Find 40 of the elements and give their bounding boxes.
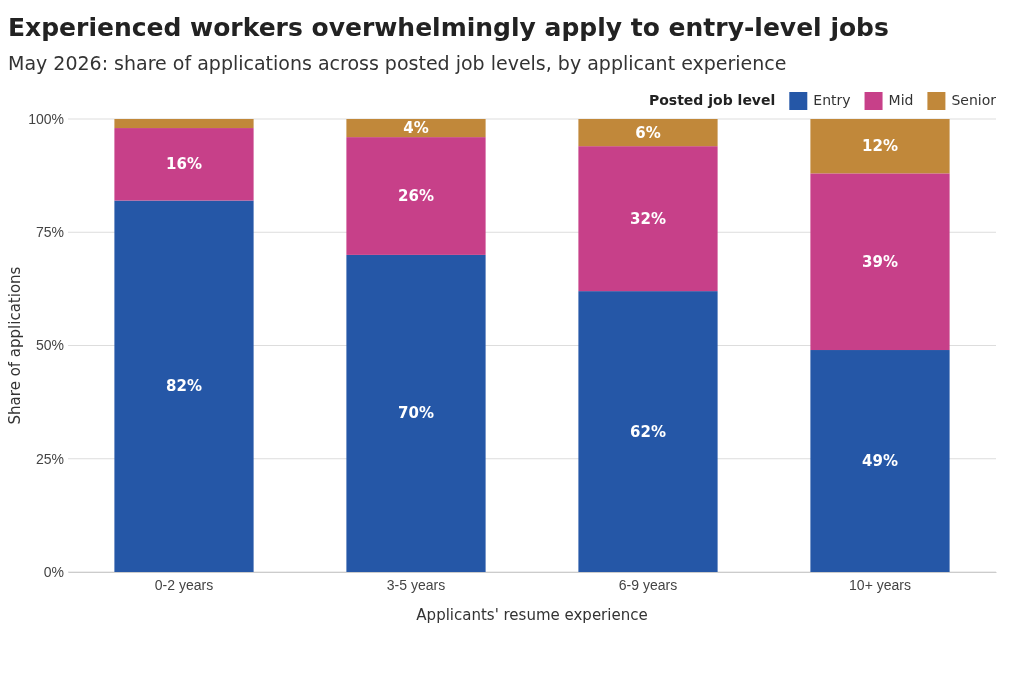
- bar: [114, 128, 254, 201]
- x-tick-label: 6-9 years: [618, 576, 678, 593]
- y-axis-title: Share of applications: [6, 266, 24, 425]
- data-label: 16%: [166, 155, 202, 174]
- bar: [346, 137, 486, 255]
- bar: [346, 119, 486, 138]
- bar: [810, 350, 950, 572]
- y-tick-label: 100%: [28, 110, 64, 127]
- chart-subtitle: May 2026: share of applications across posted job levels, by applicant experience: [8, 52, 787, 74]
- y-tick-label: 0%: [43, 563, 64, 580]
- legend-label: Senior: [951, 92, 997, 108]
- y-tick-label: 25%: [35, 450, 64, 467]
- data-label: 12%: [862, 137, 898, 156]
- bar: [114, 119, 254, 129]
- bar: [578, 291, 718, 572]
- data-label: 4%: [403, 119, 429, 138]
- legend-label: Entry: [813, 92, 851, 108]
- legend-label: Mid: [888, 92, 914, 108]
- legend-title: Posted job level: [648, 92, 776, 108]
- bar: [810, 173, 950, 351]
- y-tick-label: 50%: [35, 337, 64, 354]
- bar: [578, 146, 718, 292]
- data-label: 70%: [398, 404, 434, 423]
- bar: [346, 254, 486, 572]
- bar: [810, 119, 950, 174]
- x-axis-title: Applicants' resume experience: [416, 606, 648, 624]
- bar: [114, 200, 254, 572]
- y-tick-label: 75%: [35, 224, 64, 241]
- chart-title: Experienced workers overwhelmingly apply to entry-level jobs: [8, 13, 889, 42]
- bar: [578, 119, 718, 147]
- data-label: 39%: [862, 252, 898, 271]
- data-label: 26%: [398, 187, 434, 206]
- x-tick-label: 0-2 years: [154, 576, 214, 593]
- data-label: 82%: [166, 377, 202, 396]
- data-label: 32%: [630, 209, 666, 228]
- x-tick-label: 3-5 years: [386, 576, 446, 593]
- x-tick-label: 10+ years: [849, 576, 911, 593]
- data-label: 49%: [862, 452, 898, 471]
- data-label: 6%: [635, 123, 661, 142]
- data-label: 62%: [630, 422, 666, 441]
